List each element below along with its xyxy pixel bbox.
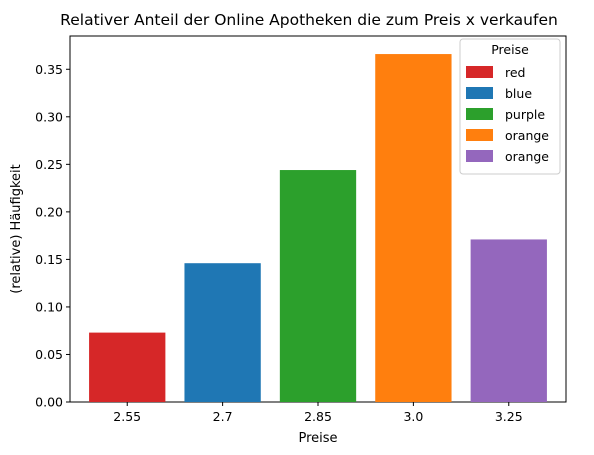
y-tick-label: 0.00 [35,395,63,410]
x-axis-label: Preise [298,431,337,446]
x-tick-label: 2.7 [213,409,233,424]
legend-swatch [466,129,493,141]
y-tick-label: 0.25 [35,157,63,172]
legend-swatch [466,87,493,99]
legend-label: orange [505,149,549,164]
y-axis-label: (relative) Häufigkeit [9,164,24,294]
legend-title: Preise [491,42,529,57]
x-tick-label: 2.85 [304,409,332,424]
legend-label: red [505,65,526,80]
x-axis: 2.55 2.7 2.85 3.0 3.25 [113,402,522,424]
y-tick-label: 0.05 [35,347,63,362]
legend-swatch [466,108,493,120]
legend-label: purple [505,107,545,122]
x-tick-label: 3.0 [403,409,423,424]
legend-label: orange [505,128,549,143]
legend: Preise red blue purple orange orange [460,39,560,174]
bar-2.7 [184,263,260,402]
bar-3.0 [375,54,451,402]
chart-title: Relativer Anteil der Online Apotheken di… [60,11,558,29]
y-tick-label: 0.15 [35,252,63,267]
bar-2.55 [89,333,165,402]
y-tick-label: 0.30 [35,109,63,124]
y-tick-label: 0.35 [35,62,63,77]
y-tick-label: 0.10 [35,299,63,314]
y-axis: 0.00 0.05 0.10 0.15 0.20 0.25 0.30 0.35 [35,62,70,410]
legend-swatch [466,66,493,78]
legend-label: blue [505,86,532,101]
x-tick-label: 2.55 [113,409,141,424]
bar-2.85 [280,170,356,402]
x-tick-label: 3.25 [495,409,523,424]
legend-swatch [466,150,493,162]
y-tick-label: 0.20 [35,204,63,219]
bar-3.25 [471,239,547,402]
